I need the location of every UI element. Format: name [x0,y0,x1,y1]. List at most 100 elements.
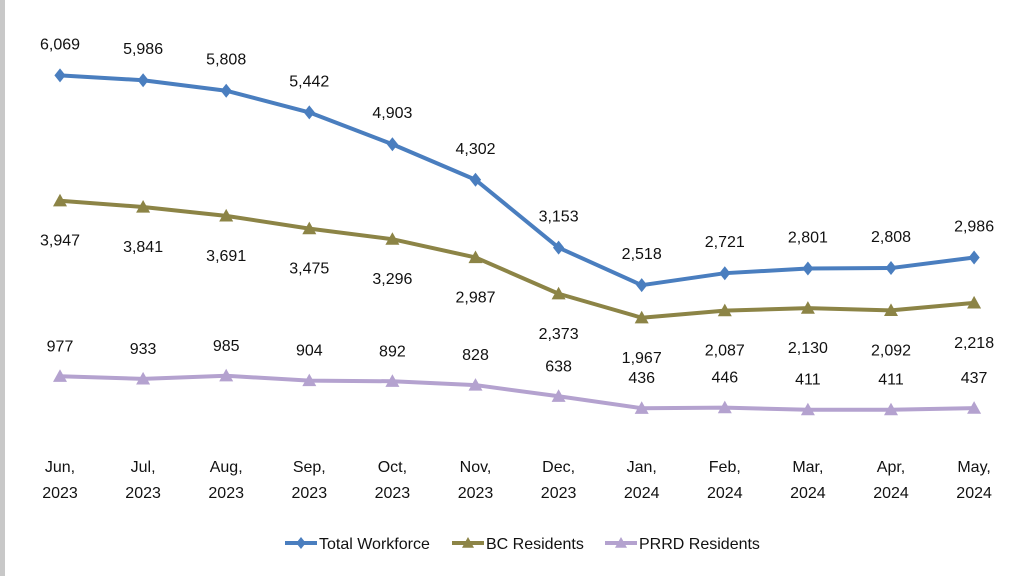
prrd-residents-data-label: 638 [545,358,572,375]
prrd-residents-point [468,378,483,391]
x-tick-label-year: 2024 [624,485,660,502]
prrd-residents-data-label: 933 [130,341,157,358]
x-tick-label-month: Jul, [131,459,156,476]
bc-residents-data-label: 3,296 [372,271,412,288]
prrd-residents-data-label: 446 [711,370,738,387]
total-workforce-point [719,266,731,281]
total-workforce-data-label: 3,153 [539,209,579,226]
total-workforce-point [968,250,980,265]
prrd-residents-line [59,373,975,412]
total-workforce-point [636,278,648,293]
total-workforce-data-label: 5,986 [123,41,163,58]
bc-residents-point [219,208,234,222]
total-workforce-data-label: 2,808 [871,229,911,246]
bc-residents-data-label: 2,130 [788,340,828,357]
bc-residents-point [884,303,898,316]
total-workforce-data-label: 5,808 [206,52,246,69]
bc-residents-point [551,286,566,300]
bc-residents-data-label: 2,987 [455,289,495,306]
x-tick-label-month: Aug, [210,459,243,476]
x-tick-label-year: 2023 [125,485,161,502]
total-workforce-point [137,73,149,88]
x-tick-label-month: Nov, [460,459,492,476]
x-tick-label-year: 2023 [458,485,494,502]
bc-residents-point [634,310,649,324]
prrd-residents-data-label: 977 [47,338,74,355]
prrd-residents-data-label: 892 [379,343,406,360]
total-workforce-data-label: 4,903 [372,105,412,122]
legend-bc-residents-label: BC Residents [486,536,584,553]
prrd-residents-data-label: 411 [795,372,821,389]
prrd-residents-data-label: 904 [296,343,323,360]
bc-residents-point [967,295,982,309]
bc-residents-point [385,232,400,245]
x-tick-label-year: 2024 [873,485,909,502]
x-tick-label-month: Oct, [378,459,407,476]
x-tick-label-year: 2023 [541,485,577,502]
total-workforce-data-label: 4,302 [455,141,495,158]
x-tick-label-year: 2023 [375,485,411,502]
bc-residents-data-label: 3,691 [206,248,246,265]
bc-residents-data-label: 1,967 [622,350,662,367]
total-workforce-data-label: 2,801 [788,229,828,246]
total-workforce-point [386,137,398,152]
x-tick-label-month: Jun, [45,459,75,476]
total-workforce-point [220,83,232,98]
legend-total-workforce-label: Total Workforce [319,536,430,553]
total-workforce-point [553,240,565,255]
total-workforce-point [303,105,315,120]
bc-residents-line [59,198,975,320]
x-tick-label-year: 2023 [292,485,328,502]
prrd-residents-point [136,371,151,385]
x-tick-label-month: May, [957,459,990,476]
total-workforce-point [54,68,66,83]
bc-residents-data-label: 2,092 [871,342,911,359]
legend-total-workforce-marker [296,537,306,549]
prrd-residents-point [551,389,566,402]
x-tick-label-year: 2023 [208,485,244,502]
x-tick-label-year: 2024 [956,485,992,502]
x-tick-label-year: 2024 [707,485,743,502]
bc-residents-data-label: 2,218 [954,335,994,352]
bc-residents-data-label: 3,841 [123,239,163,256]
total-workforce-data-label: 2,721 [705,234,745,251]
bc-residents-point [717,303,732,317]
prrd-residents-point [385,374,400,387]
prrd-residents-data-label: 411 [878,372,904,389]
prrd-residents-data-label: 985 [213,338,240,355]
bc-residents-point [302,221,317,235]
bc-residents-point [53,193,67,207]
bc-residents-data-label: 3,475 [289,261,329,278]
total-workforce-line [59,73,975,288]
prrd-residents-point [800,402,815,416]
prrd-residents-point [717,400,732,414]
bc-residents-data-label: 2,373 [539,326,579,343]
prrd-residents-point [302,373,317,387]
x-tick-label-year: 2023 [42,485,78,502]
x-tick-label-month: Feb, [709,459,741,476]
prrd-residents-point [967,401,982,414]
bc-residents-data-label: 2,087 [705,343,745,360]
total-workforce-data-label: 2,518 [622,246,662,263]
x-tick-label-month: Sep, [293,459,326,476]
x-tick-label-year: 2024 [790,485,826,502]
bc-residents-data-label: 3,947 [40,233,80,250]
bc-residents-point [136,199,151,213]
total-workforce-point [885,261,897,276]
x-tick-label-month: Dec, [542,459,575,476]
prrd-residents-data-label: 437 [961,370,988,387]
bc-residents-point [468,250,483,264]
legend-bc-residents-marker [462,537,474,548]
legend-prrd-residents-marker [615,537,627,548]
total-workforce-data-label: 2,986 [954,219,994,236]
prrd-residents-data-label: 828 [462,347,489,364]
prrd-residents-point [884,402,898,416]
bc-residents-point [800,301,815,314]
x-tick-label-month: Mar, [792,459,823,476]
prrd-residents-data-label: 436 [628,370,655,387]
prrd-residents-point [53,369,67,382]
total-workforce-point [469,172,482,187]
prrd-residents-point [219,368,234,382]
total-workforce-data-label: 6,069 [40,36,80,53]
